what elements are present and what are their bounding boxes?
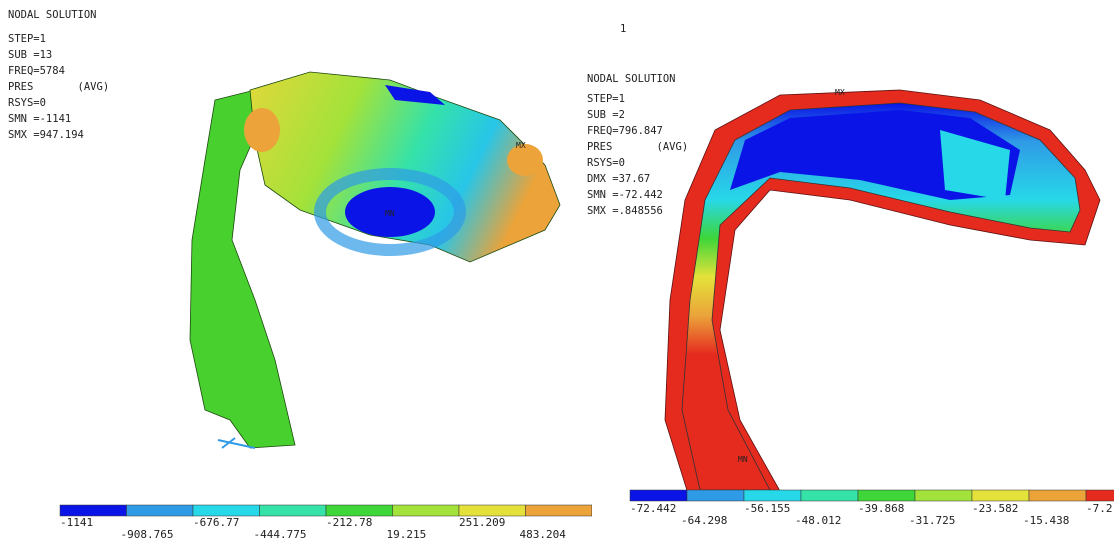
left-model: [190, 72, 560, 448]
legend-swatch: [193, 505, 260, 516]
legend-swatch: [858, 490, 915, 501]
screenshot: 1 NODAL SOLUTION STEP=1 SUB =13 FREQ=5784 PRE…: [0, 0, 1114, 540]
header-line: NODAL SOLUTION: [8, 9, 97, 21]
legend-label: -48.012: [795, 514, 841, 527]
legend-label: 19.215: [387, 528, 427, 540]
legend-label: -72.442: [630, 502, 676, 515]
legend-label: -1141: [60, 516, 93, 529]
legend-label: -31.725: [909, 514, 955, 527]
header-line: STEP=1: [8, 33, 46, 45]
header-line: FREQ=5784: [8, 65, 65, 77]
header-line: NODAL SOLUTION: [587, 73, 676, 85]
marker-label: MX: [516, 141, 526, 150]
header-line: SMN =-1141: [8, 113, 71, 125]
header-line: RSYS=0: [8, 97, 46, 109]
header-line: DMX =37.67: [587, 173, 650, 185]
legend-label: -15.438: [1023, 514, 1069, 527]
legend-label: -64.298: [681, 514, 727, 527]
right-model: [665, 90, 1100, 500]
legend-swatch: [127, 505, 194, 516]
marker-label: MN: [385, 209, 395, 218]
legend-swatch: [459, 505, 526, 516]
header-line: STEP=1: [587, 93, 625, 105]
header-line: SUB =2: [587, 109, 625, 121]
legend-swatch: [915, 490, 972, 501]
legend-swatch: [630, 490, 687, 501]
legend-label: -39.868: [858, 502, 904, 515]
header-line: SMX =.848556: [587, 205, 663, 217]
legend-swatch: [687, 490, 744, 501]
marker-label: MN: [738, 455, 748, 464]
legend-swatch: [744, 490, 801, 501]
legend-swatch: [972, 490, 1029, 501]
legend-swatch: [393, 505, 460, 516]
legend-label: -676.77: [193, 516, 239, 529]
legend-swatch: [60, 505, 127, 516]
legend-label: -23.582: [972, 502, 1018, 515]
header-line: SUB =13: [8, 49, 52, 61]
legend-swatch: [260, 505, 327, 516]
legend-swatch: [801, 490, 858, 501]
legend-swatch: [526, 505, 593, 516]
header-line: SMX =947.194: [8, 129, 84, 141]
marker-label: MX: [835, 88, 845, 97]
legend-label: -7.2: [1086, 502, 1113, 515]
legend-label: -212.78: [326, 516, 372, 529]
legend-label: -444.775: [254, 528, 307, 540]
header-line: FREQ=796.847: [587, 125, 663, 137]
header-line: PRES (AVG): [587, 141, 688, 153]
legend-swatch: [1029, 490, 1086, 501]
legend-label: 251.209: [459, 516, 505, 529]
legend-label: 483.204: [520, 528, 567, 540]
header-line: PRES (AVG): [8, 81, 109, 93]
header-line: RSYS=0: [587, 157, 625, 169]
legend-swatch: [1086, 490, 1114, 501]
legend-label: -56.155: [744, 502, 790, 515]
legend-label: -908.765: [121, 528, 174, 540]
legend-swatch: [326, 505, 393, 516]
page-mark: 1: [620, 23, 626, 35]
header-line: SMN =-72.442: [587, 189, 663, 201]
